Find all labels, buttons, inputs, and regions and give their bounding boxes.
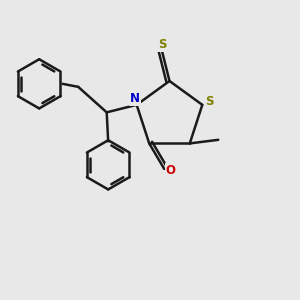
Text: O: O bbox=[166, 164, 176, 177]
Text: S: S bbox=[158, 38, 166, 51]
Text: N: N bbox=[130, 92, 140, 105]
Text: S: S bbox=[205, 95, 213, 108]
